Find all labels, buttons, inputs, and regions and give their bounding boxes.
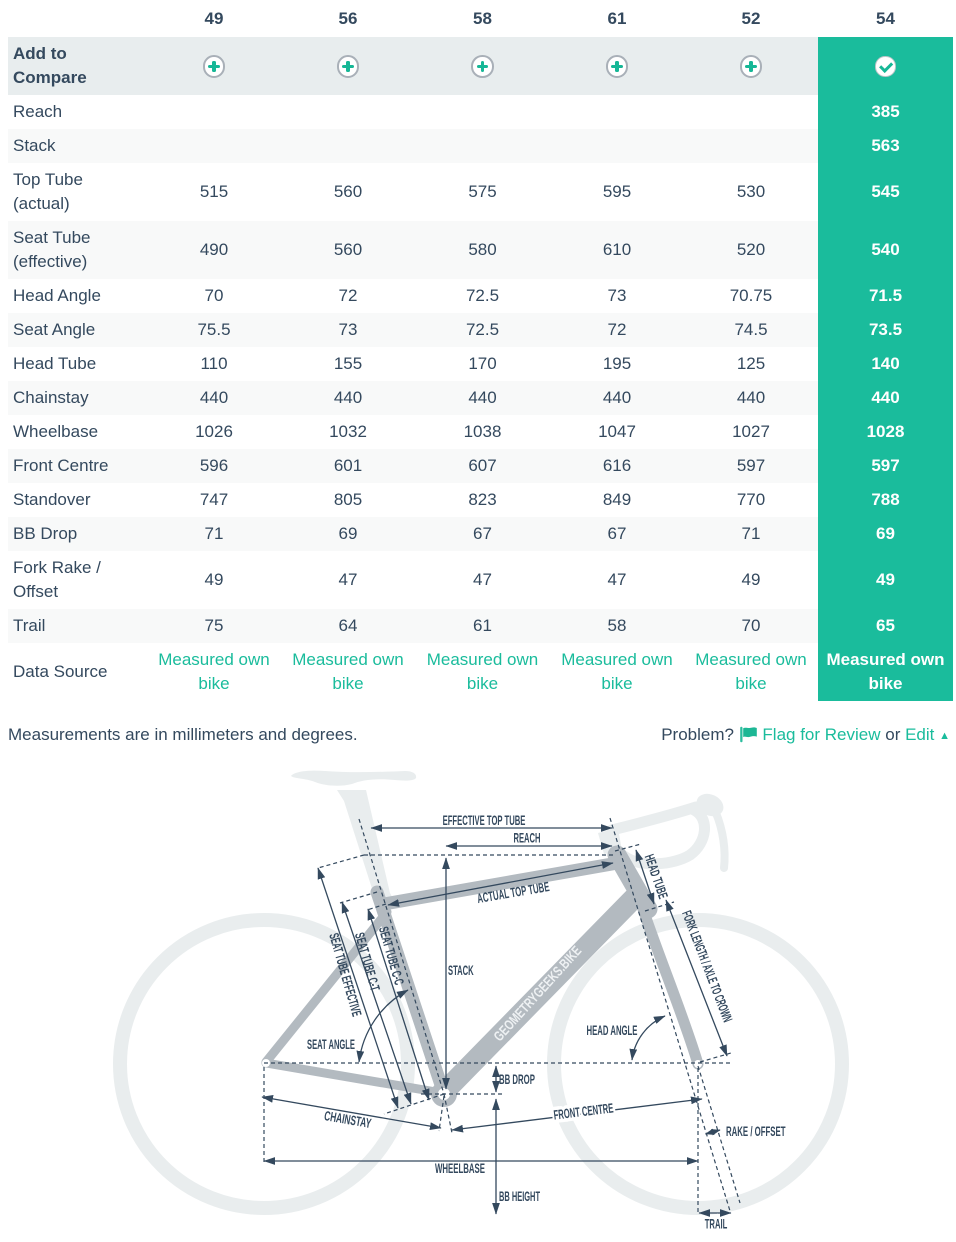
svg-text:REACH: REACH: [514, 831, 541, 846]
svg-text:BB DROP: BB DROP: [499, 1073, 535, 1088]
svg-text:TRAIL: TRAIL: [705, 1217, 728, 1232]
svg-text:STACK: STACK: [448, 964, 474, 979]
svg-text:CHAINSTAY: CHAINSTAY: [323, 1109, 373, 1131]
svg-text:RAKE / OFFSET: RAKE / OFFSET: [726, 1125, 786, 1140]
svg-text:EFFECTIVE TOP TUBE: EFFECTIVE TOP TUBE: [443, 814, 526, 829]
svg-text:SEAT ANGLE: SEAT ANGLE: [307, 1038, 355, 1053]
svg-text:WHEELBASE: WHEELBASE: [435, 1162, 485, 1177]
svg-text:HEAD ANGLE: HEAD ANGLE: [587, 1024, 638, 1039]
svg-text:BB HEIGHT: BB HEIGHT: [499, 1190, 540, 1205]
